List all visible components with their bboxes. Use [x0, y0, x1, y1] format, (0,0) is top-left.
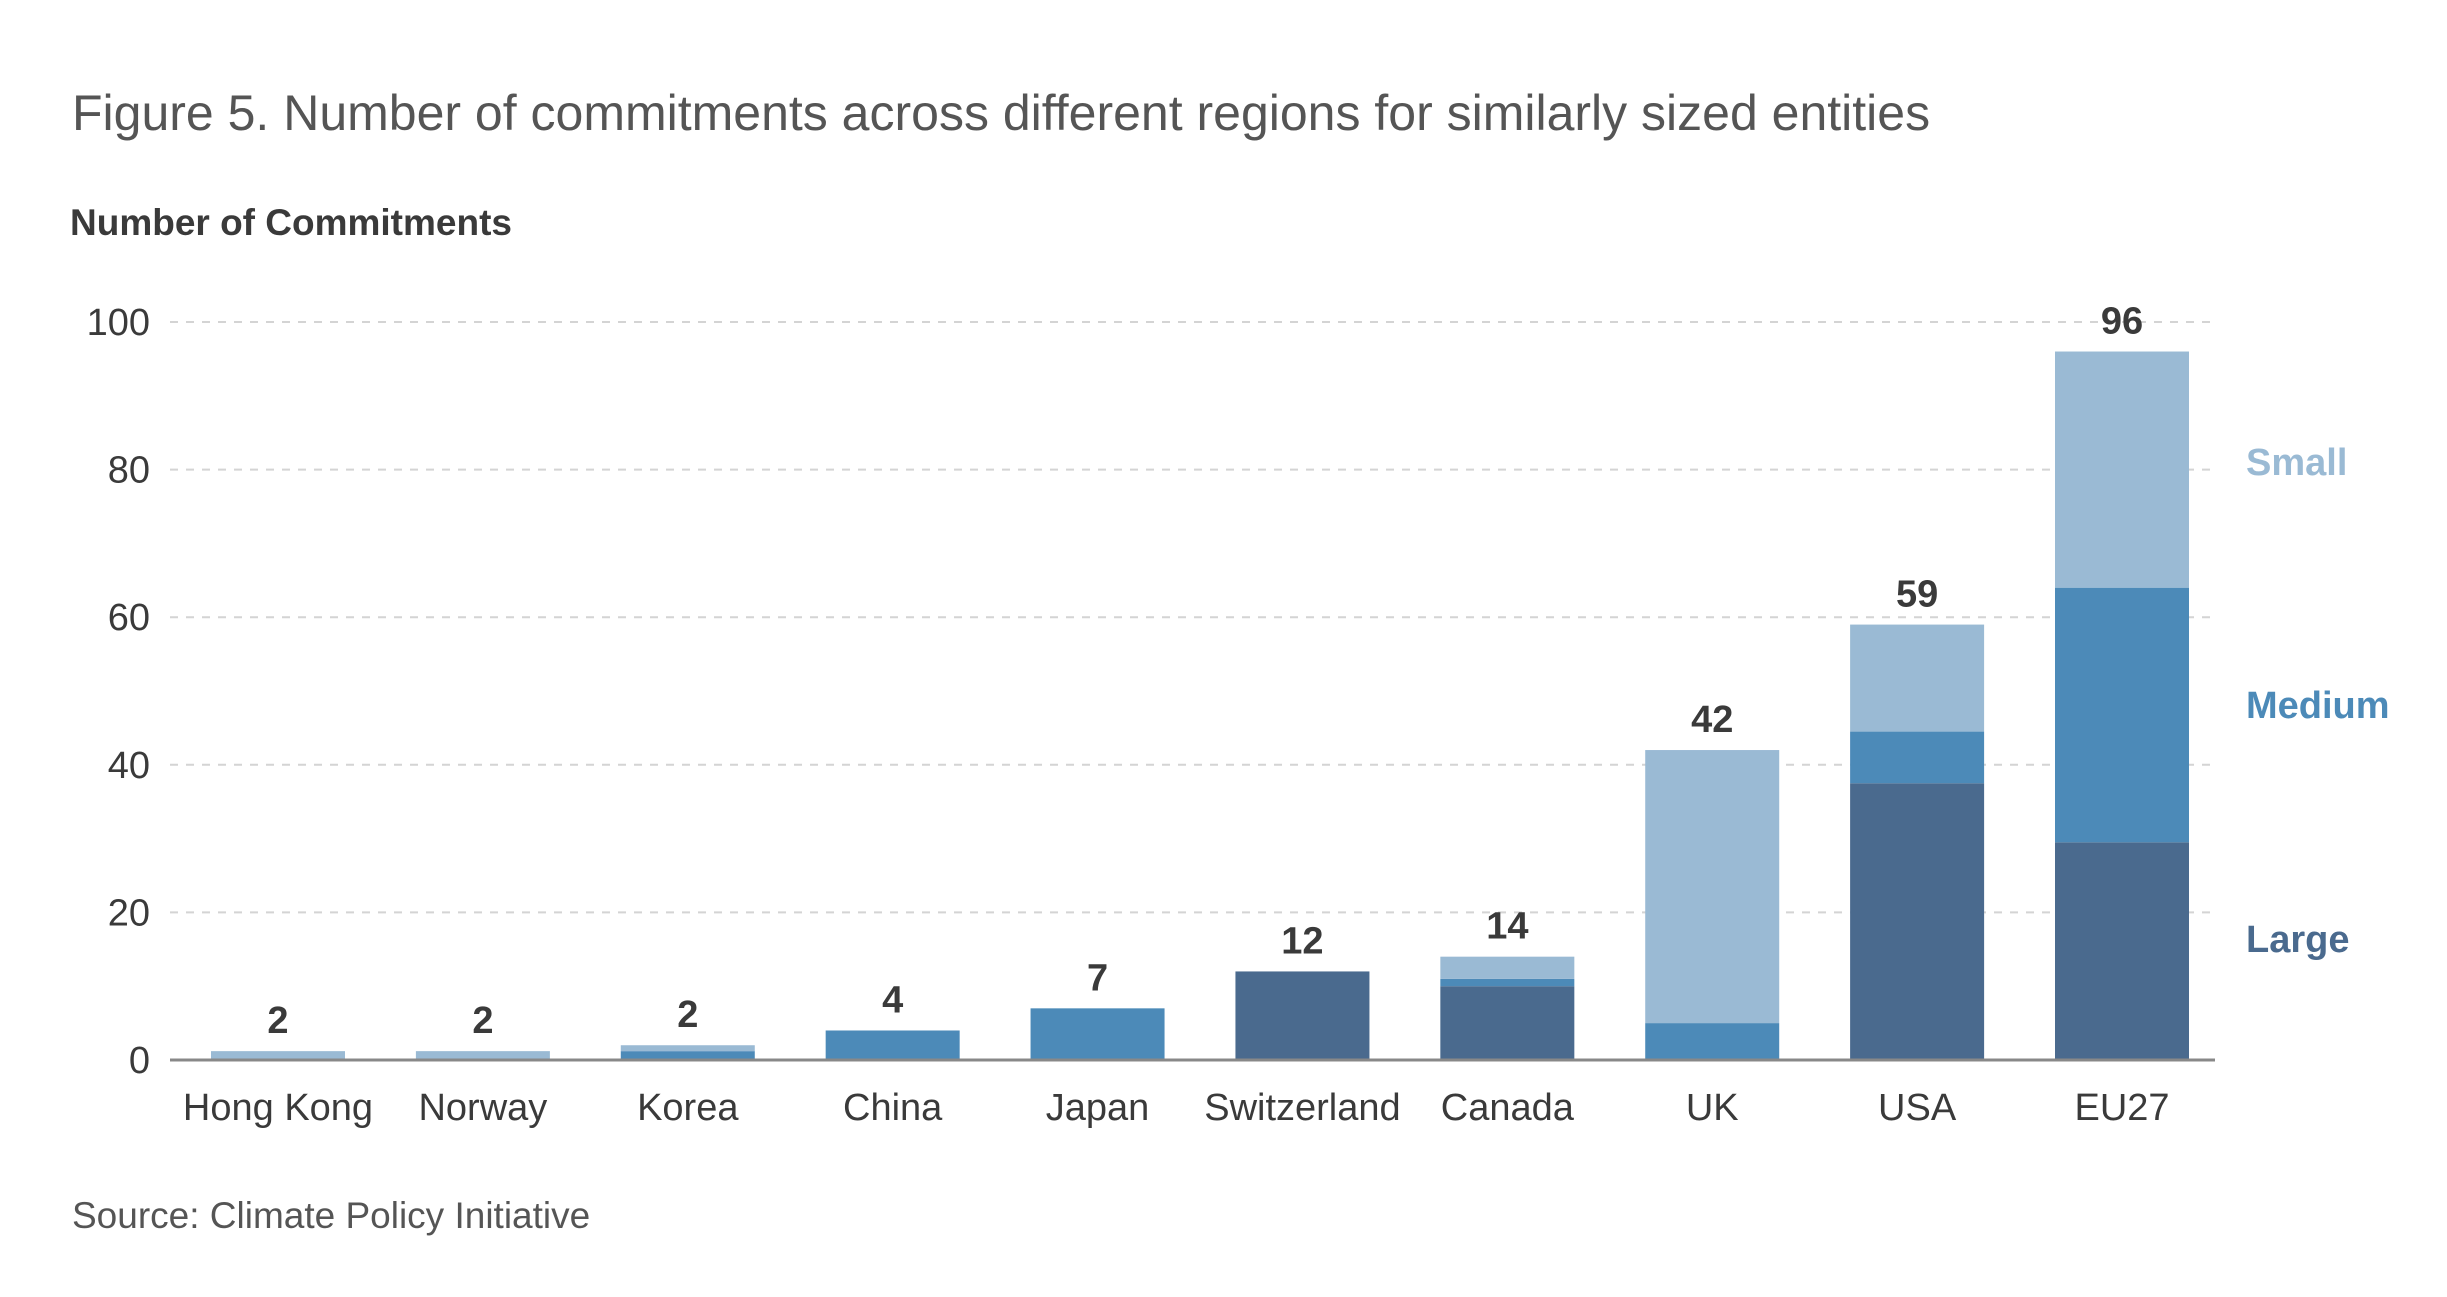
- y-axis-ticks: 0 20 40 60 80 100: [87, 302, 150, 1082]
- bar-segment-small: [2055, 351, 2189, 588]
- category-label: Hong Kong: [183, 1087, 373, 1129]
- bar-segment-small: [1645, 750, 1780, 1024]
- bar-segment-small: [1850, 624, 1985, 732]
- bar-segment-large: [1850, 783, 1985, 1060]
- bar-segment-small: [620, 1045, 755, 1052]
- legend-label-medium: Medium: [2246, 685, 2390, 727]
- legend-label-large: Large: [2246, 919, 2349, 961]
- y-axis-title: Number of Commitments: [70, 202, 512, 243]
- total-label: 96: [2101, 301, 2143, 343]
- total-label: 12: [1281, 920, 1323, 962]
- bar-segment-medium: [1645, 1023, 1780, 1060]
- total-label: 2: [677, 994, 698, 1036]
- y-tick-label: 20: [108, 892, 150, 934]
- total-label: 42: [1691, 699, 1733, 741]
- y-tick-label: 80: [108, 450, 150, 492]
- source-note: Source: Climate Policy Initiative: [72, 1195, 590, 1236]
- bar-segment-small: [211, 1051, 345, 1060]
- category-label: Korea: [637, 1087, 739, 1129]
- total-label: 4: [882, 979, 903, 1021]
- bar-segment-medium: [620, 1051, 755, 1060]
- bar-segment-medium: [1030, 1008, 1165, 1060]
- bar-segment-medium: [1440, 978, 1575, 987]
- bar-segment-medium: [825, 1030, 960, 1060]
- y-tick-label: 60: [108, 597, 150, 639]
- total-label: 2: [472, 1000, 493, 1042]
- category-label: China: [843, 1087, 943, 1129]
- category-label: Japan: [1046, 1087, 1150, 1129]
- category-label: Canada: [1441, 1087, 1575, 1129]
- y-tick-label: 0: [129, 1040, 150, 1082]
- bar-segment-small: [1440, 956, 1575, 979]
- legend: Large Medium Small: [2246, 442, 2390, 961]
- bars: [211, 351, 2189, 1060]
- bar-segment-medium: [2055, 587, 2189, 843]
- bar-segment-large: [1440, 986, 1575, 1060]
- bar-segment-large: [1235, 971, 1370, 1060]
- bar-segment-medium: [1850, 731, 1985, 784]
- category-label: UK: [1686, 1087, 1739, 1129]
- bar-segment-small: [415, 1051, 550, 1060]
- legend-label-small: Small: [2246, 442, 2347, 484]
- category-label: Switzerland: [1204, 1087, 1400, 1129]
- y-tick-label: 40: [108, 745, 150, 787]
- bar-totals: 2 2 2 4 7 12 14 42 59 96: [267, 301, 2143, 1043]
- category-label: USA: [1878, 1087, 1957, 1129]
- category-label: Norway: [418, 1087, 547, 1129]
- gridlines: [170, 321, 2215, 914]
- total-label: 14: [1486, 906, 1528, 948]
- total-label: 2: [267, 1000, 288, 1042]
- total-label: 7: [1087, 957, 1108, 999]
- figure-title: Figure 5. Number of commitments across d…: [72, 85, 1930, 141]
- total-label: 59: [1896, 574, 1938, 616]
- category-label: EU27: [2074, 1087, 2169, 1129]
- x-axis-categories: Hong Kong Norway Korea China Japan Switzerlan…: [183, 1087, 2170, 1129]
- y-tick-label: 100: [87, 302, 150, 344]
- bar-segment-large: [2055, 842, 2189, 1060]
